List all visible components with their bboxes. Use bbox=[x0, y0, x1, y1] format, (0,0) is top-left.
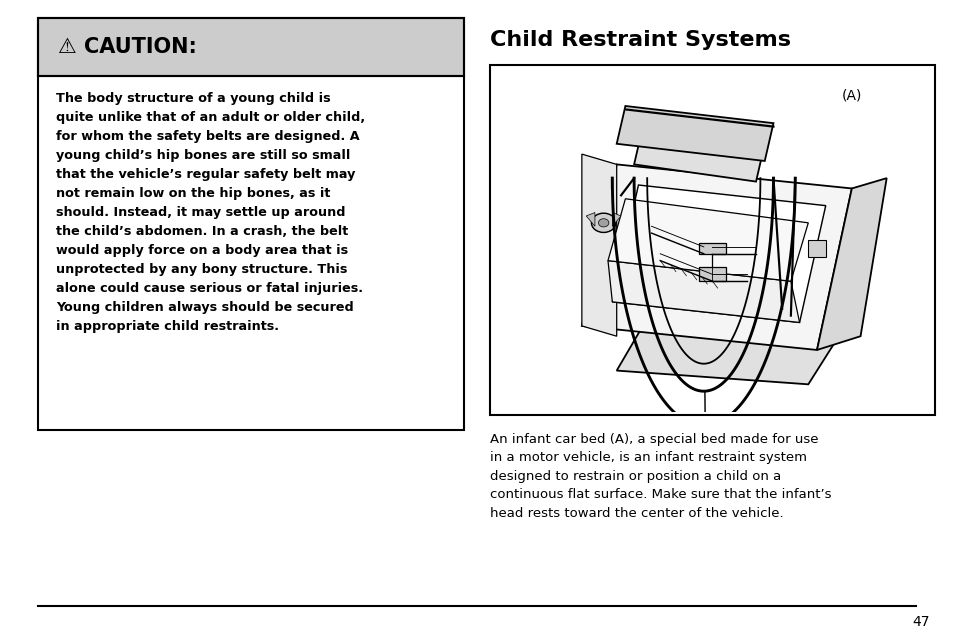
Polygon shape bbox=[816, 178, 885, 350]
Text: Child Restraint Systems: Child Restraint Systems bbox=[490, 30, 790, 50]
Polygon shape bbox=[612, 212, 620, 226]
Polygon shape bbox=[585, 212, 595, 226]
Polygon shape bbox=[607, 199, 807, 281]
Bar bbox=[807, 240, 825, 257]
Bar bbox=[38, 18, 463, 76]
Polygon shape bbox=[616, 106, 773, 161]
Bar bbox=[38, 18, 463, 430]
Circle shape bbox=[598, 219, 608, 227]
Polygon shape bbox=[607, 261, 799, 322]
Polygon shape bbox=[612, 185, 825, 322]
Text: ⚠ CAUTION:: ⚠ CAUTION: bbox=[58, 37, 196, 57]
Bar bbox=[699, 268, 725, 281]
Text: An infant car bed (A), a special bed made for use
in a motor vehicle, is an infa: An infant car bed (A), a special bed mad… bbox=[490, 433, 831, 520]
Polygon shape bbox=[581, 164, 851, 350]
Text: 47: 47 bbox=[911, 615, 929, 629]
Bar bbox=[490, 65, 934, 415]
Polygon shape bbox=[616, 326, 834, 384]
Polygon shape bbox=[581, 154, 616, 336]
Circle shape bbox=[591, 213, 616, 232]
Text: (A): (A) bbox=[841, 88, 862, 102]
Bar bbox=[699, 244, 725, 254]
Polygon shape bbox=[634, 127, 764, 182]
Text: The body structure of a young child is
quite unlike that of an adult or older ch: The body structure of a young child is q… bbox=[56, 92, 365, 333]
